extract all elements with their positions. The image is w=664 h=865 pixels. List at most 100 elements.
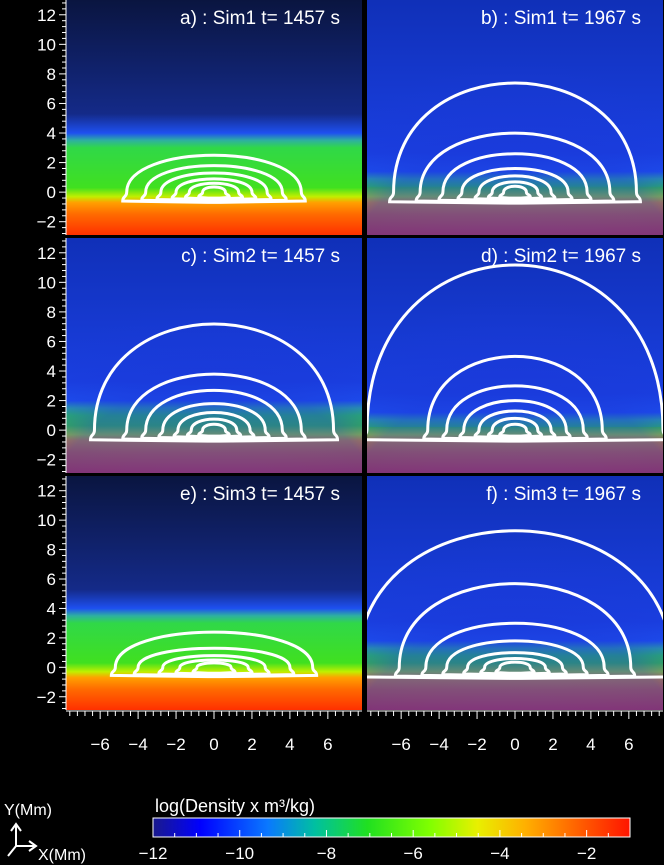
panel-b: b) : Sim1 t= 1967 s <box>367 0 663 235</box>
y-tick-label: 12 <box>37 244 56 263</box>
x-tick-label: −4 <box>429 735 448 754</box>
x-axis-label: X(Mm) <box>38 847 86 864</box>
panel-d: d) : Sim2 t= 1967 s <box>367 238 663 473</box>
contour-line <box>462 651 568 677</box>
y-tick-label: 2 <box>47 392 56 411</box>
y-tick-label: 6 <box>47 570 56 589</box>
y-tick-label: 8 <box>47 541 56 560</box>
y-tick-label: 2 <box>47 629 56 648</box>
x-tick-label: −4 <box>128 735 147 754</box>
colorbar-title: log(Density x m³/kg) <box>155 796 315 816</box>
panel-f: f) : Sim3 t= 1967 s <box>367 476 663 710</box>
panel-title: a) : Sim1 t= 1457 s <box>180 8 340 29</box>
contour-line <box>367 529 663 680</box>
x-tick-label: −2 <box>467 735 486 754</box>
y-tick-label: 6 <box>47 94 56 113</box>
contour-line <box>420 621 610 679</box>
contour-line <box>458 399 572 441</box>
contour-line <box>157 654 271 677</box>
contour-line <box>414 131 616 204</box>
x-tick-label: −2 <box>166 735 185 754</box>
contour-line <box>197 422 231 438</box>
contour-line <box>441 384 589 441</box>
contour-line <box>367 263 663 443</box>
y-tick-label: 0 <box>47 183 56 202</box>
contour-line <box>498 422 532 438</box>
contour-line <box>393 582 637 679</box>
y-tick-label: 6 <box>47 332 56 351</box>
contour-line <box>185 417 243 439</box>
y-tick-label: 10 <box>37 35 56 54</box>
y-tick-label: 2 <box>47 154 56 173</box>
x-tick-label: −6 <box>90 735 109 754</box>
contour-line <box>132 646 296 678</box>
panel-title: e) : Sim3 t= 1457 s <box>180 484 340 505</box>
x-tick-label: 0 <box>209 735 218 754</box>
contour-line <box>197 185 231 200</box>
colorbar-tick-label: −8 <box>317 844 336 863</box>
contour-line <box>191 661 237 675</box>
y-tick-label: 8 <box>47 65 56 84</box>
y-tick-label: −2 <box>37 451 56 470</box>
colorbar-tick-label: −6 <box>403 844 422 863</box>
y-arrow-icon <box>10 822 22 846</box>
contour-line <box>388 81 642 205</box>
x-tick-label: −6 <box>391 735 410 754</box>
panel-title: c) : Sim2 t= 1457 s <box>181 246 340 267</box>
y-tick-label: −2 <box>37 688 56 707</box>
colorbar-ticks: −12 −10 −8 −6 −4 −2 <box>139 830 631 863</box>
contour-line <box>486 180 544 201</box>
contour-line <box>155 171 273 203</box>
contour-line <box>170 177 258 202</box>
y-tick-label: 0 <box>47 421 56 440</box>
contour-line <box>486 416 544 439</box>
y-tick-label: 12 <box>37 482 56 501</box>
contour-line <box>422 354 608 442</box>
colorbar-tick-label: −12 <box>139 844 168 863</box>
z-arrow-icon <box>7 845 17 857</box>
contour-line <box>479 657 551 676</box>
x-tick-label: 2 <box>548 735 557 754</box>
density-halo <box>367 476 663 710</box>
colorbar-tick-label: −10 <box>225 844 254 863</box>
contour-line <box>172 411 256 440</box>
contour-line <box>121 372 307 442</box>
x-tick-label: 0 <box>510 735 519 754</box>
y-tick-label: 4 <box>47 362 56 381</box>
contour-line <box>498 184 532 200</box>
contour-line <box>183 181 245 201</box>
contour-line <box>437 152 593 203</box>
y-tick-label: 10 <box>37 511 56 530</box>
panel-a: a) : Sim1 t= 1457 s <box>66 0 362 235</box>
y-tick-label: 4 <box>47 599 56 618</box>
density-halo <box>367 0 663 235</box>
colorbar-tick-label: −4 <box>490 844 509 863</box>
contour-line <box>140 388 288 441</box>
x-tick-label: 4 <box>285 735 294 754</box>
contour-line <box>140 164 288 203</box>
y-axis-label: Y(Mm) <box>4 802 52 819</box>
panel-title: f) : Sim3 t= 1967 s <box>486 484 641 505</box>
contour-line <box>441 639 589 678</box>
panel-c: c) : Sim2 t= 1457 s <box>66 238 362 473</box>
contour-line <box>88 322 340 443</box>
colorbar: log(Density x m³/kg) −12 −10 −8 −6 −4 −2 <box>139 796 631 863</box>
density-field <box>66 0 362 235</box>
panel-title: b) : Sim1 t= 1967 s <box>481 8 641 29</box>
x-tick-label: 2 <box>247 735 256 754</box>
contour-line <box>157 402 271 441</box>
contour-line <box>121 153 307 204</box>
contour-line <box>109 630 319 679</box>
y-tick-label: −2 <box>37 213 56 232</box>
x-tick-label: 6 <box>323 735 332 754</box>
panel-e: e) : Sim3 t= 1457 s <box>66 476 362 710</box>
x-tick-label: 4 <box>586 735 595 754</box>
density-halo <box>66 238 362 473</box>
contour-line <box>456 167 574 203</box>
y-tick-label: 4 <box>47 124 56 143</box>
contour-line <box>473 174 557 202</box>
contour-line <box>494 660 536 675</box>
y-tick-label: 0 <box>47 658 56 677</box>
contour-line <box>174 658 254 676</box>
colorbar-tick-label: −2 <box>577 844 596 863</box>
